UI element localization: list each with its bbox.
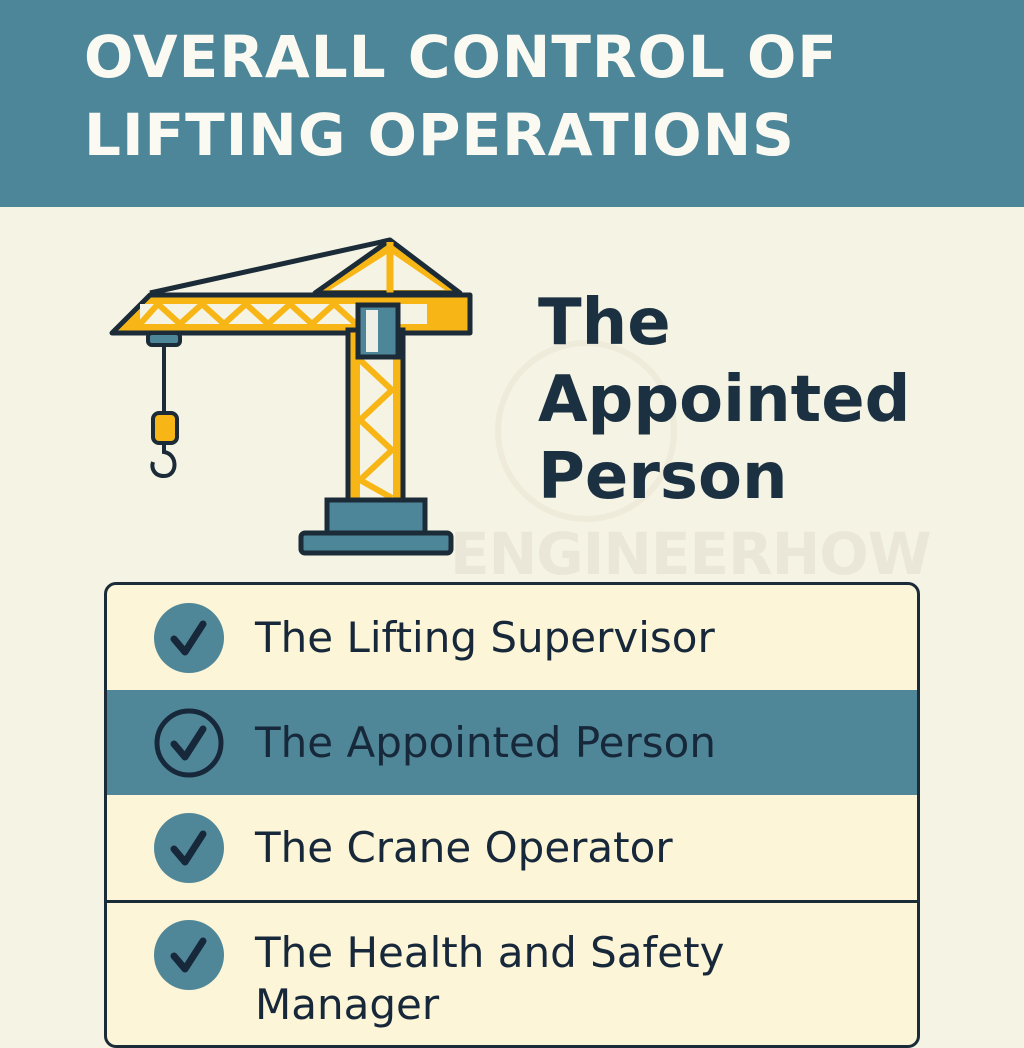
- header-banner: OVERALL CONTROL OF LIFTING OPERATIONS: [0, 0, 1024, 207]
- option-lifting-supervisor[interactable]: The Lifting Supervisor: [107, 585, 917, 690]
- check-circle-outline-icon: [154, 708, 224, 777]
- check-circle-icon: [154, 920, 224, 990]
- option-label: The Health and Safety Manager: [255, 928, 725, 1029]
- option-appointed-person[interactable]: The Appointed Person: [107, 690, 917, 795]
- check-circle-icon: [154, 602, 224, 673]
- answer-heading: The Appointed Person: [538, 286, 911, 514]
- option-label: The Appointed Person: [255, 717, 716, 767]
- option-crane-operator[interactable]: The Crane Operator: [107, 795, 917, 900]
- page-title: OVERALL CONTROL OF LIFTING OPERATIONS: [84, 23, 838, 169]
- options-list: The Lifting Supervisor The Appointed Per…: [104, 582, 920, 1048]
- watermark-text: ENGINEERHOW: [450, 520, 932, 588]
- option-label: The Crane Operator: [255, 822, 673, 872]
- option-health-safety-manager[interactable]: The Health and Safety Manager: [107, 900, 917, 1045]
- watermark-logo: [495, 340, 677, 522]
- tower-crane-icon: [109, 237, 473, 556]
- check-circle-icon: [154, 812, 224, 883]
- option-label: The Lifting Supervisor: [255, 612, 715, 662]
